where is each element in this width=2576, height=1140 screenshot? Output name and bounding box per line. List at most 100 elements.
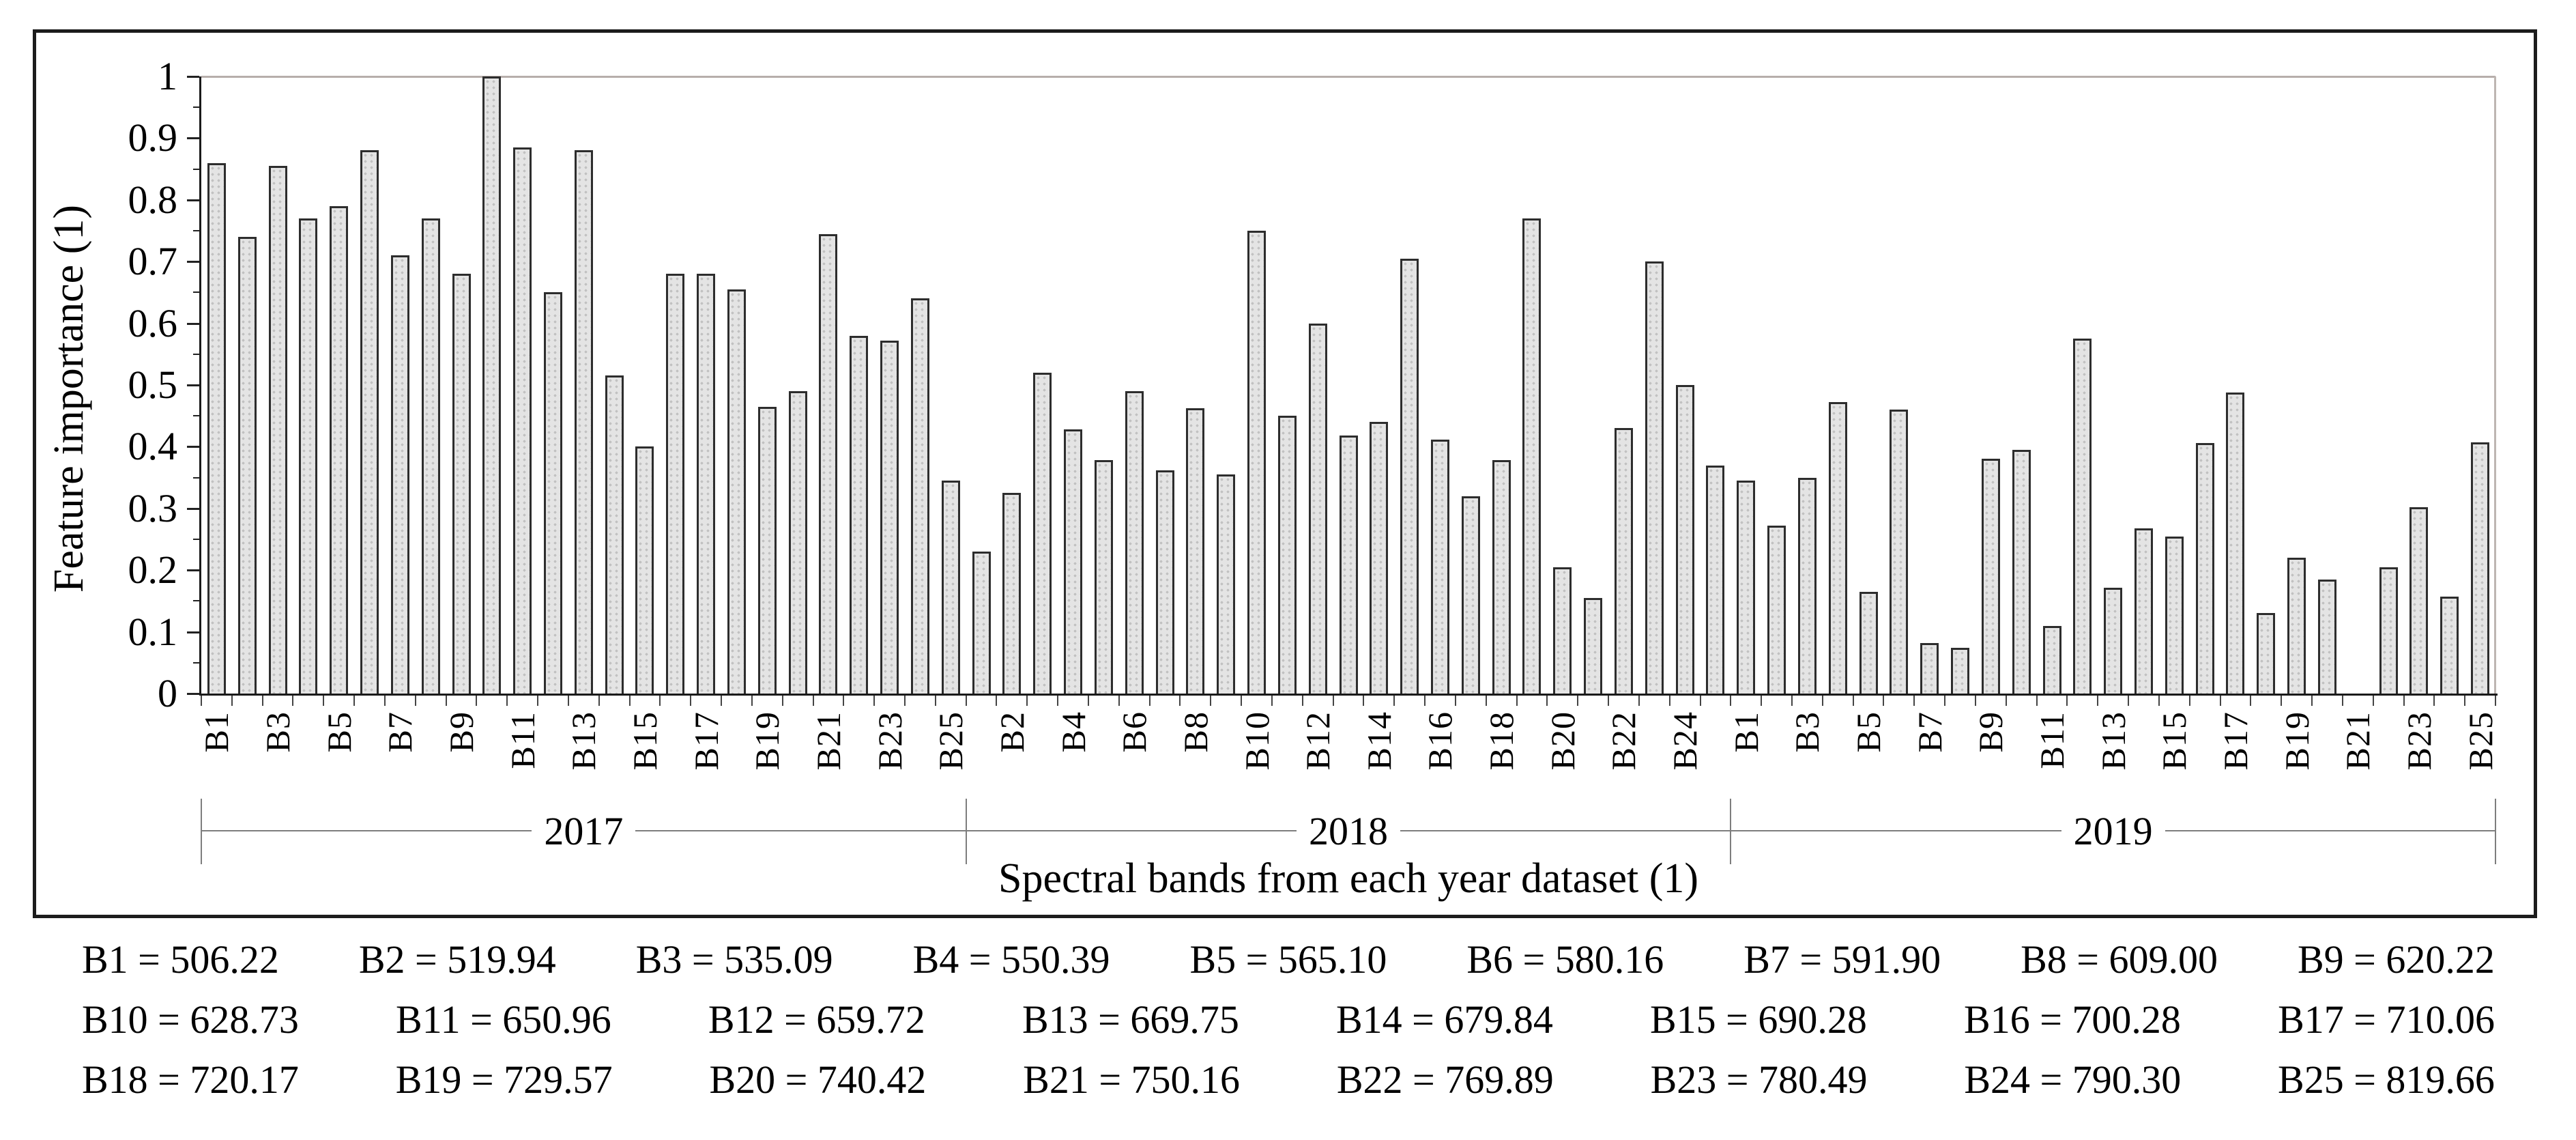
x-tick-label: B12 bbox=[1299, 711, 1337, 771]
y-axis-tick bbox=[193, 661, 199, 664]
x-axis-tick bbox=[567, 696, 569, 706]
x-axis-tick bbox=[2036, 696, 2038, 706]
x-tick-label: B2 bbox=[992, 711, 1031, 753]
x-tick-label: B6 bbox=[1115, 711, 1154, 753]
bar-2018-B14 bbox=[1370, 422, 1389, 694]
y-tick-label: 0.4 bbox=[128, 424, 178, 469]
year-separator-tick bbox=[201, 799, 202, 864]
y-tick-label: 0.2 bbox=[128, 547, 178, 593]
x-axis-tick bbox=[201, 696, 202, 706]
x-axis-tick bbox=[2311, 696, 2313, 706]
year-separator-tick bbox=[1730, 799, 1732, 864]
bracket-line bbox=[1731, 830, 2061, 831]
legend-item: B4 = 550.39 bbox=[912, 937, 1110, 982]
bar-2019-B18 bbox=[2257, 613, 2276, 694]
legend-item: B5 = 565.10 bbox=[1189, 937, 1387, 982]
y-axis-tick bbox=[187, 137, 199, 140]
bar-2018-B13 bbox=[1339, 436, 1358, 694]
x-tick-label: B10 bbox=[1237, 711, 1276, 771]
legend-item: B11 = 650.96 bbox=[396, 997, 611, 1042]
x-axis-tick bbox=[1454, 696, 1456, 706]
bar-2018-B20 bbox=[1553, 567, 1572, 694]
bar-2018-B9 bbox=[1217, 474, 1236, 694]
year-bracket-2017: 2017 bbox=[201, 807, 966, 855]
x-axis-title: Spectral bands from each year dataset (1… bbox=[998, 855, 1698, 902]
x-axis-tick bbox=[1668, 696, 1670, 706]
x-axis-tick bbox=[537, 696, 539, 706]
year-separator-tick bbox=[965, 799, 967, 864]
x-axis-tick bbox=[2341, 696, 2343, 706]
x-tick-label: B7 bbox=[381, 711, 420, 753]
bracket-line bbox=[1400, 830, 1731, 831]
x-tick-label: B23 bbox=[2399, 711, 2438, 771]
x-axis-tick bbox=[2433, 696, 2435, 706]
legend-item: B12 = 659.72 bbox=[708, 997, 925, 1042]
bar-2018-B15 bbox=[1400, 258, 1419, 694]
x-tick-label: B17 bbox=[686, 711, 725, 771]
x-axis-tick bbox=[323, 696, 325, 706]
legend-item: B24 = 790.30 bbox=[1964, 1057, 2182, 1102]
y-axis-tick bbox=[193, 353, 199, 355]
bar-2017-B16 bbox=[666, 274, 685, 694]
x-tick-label: B11 bbox=[503, 711, 542, 769]
x-tick-label: B9 bbox=[1971, 711, 2010, 753]
legend-item: B19 = 729.57 bbox=[395, 1057, 613, 1102]
x-axis-tick bbox=[231, 696, 233, 706]
bar-2018-B2 bbox=[1002, 493, 1022, 694]
bar-2017-B24 bbox=[910, 298, 929, 694]
x-axis-tick bbox=[1363, 696, 1365, 706]
y-axis-tick bbox=[187, 446, 199, 448]
bar-2018-B22 bbox=[1614, 428, 1633, 694]
x-tick-label: B1 bbox=[197, 711, 236, 753]
bar-2018-B3 bbox=[1033, 372, 1052, 694]
x-tick-label: B9 bbox=[442, 711, 481, 753]
x-tick-label: B19 bbox=[748, 711, 787, 771]
x-tick-label: B3 bbox=[1788, 711, 1827, 753]
bar-2018-B17 bbox=[1461, 496, 1480, 694]
bar-2018-B21 bbox=[1584, 597, 1603, 694]
x-tick-label: B18 bbox=[1482, 711, 1521, 771]
x-axis-tick bbox=[1608, 696, 1610, 706]
bar-2017-B18 bbox=[727, 289, 746, 694]
bar-2018-B1 bbox=[972, 552, 991, 694]
bar-2017-B9 bbox=[452, 274, 471, 694]
y-axis-tick bbox=[193, 415, 199, 417]
x-tick-label: B14 bbox=[1359, 711, 1398, 771]
x-axis-tick bbox=[1424, 696, 1426, 706]
bar-2017-B8 bbox=[421, 218, 440, 694]
x-axis-line bbox=[199, 694, 2498, 696]
legend-item: B3 = 535.09 bbox=[635, 937, 833, 982]
bar-2019-B2 bbox=[1767, 526, 1786, 694]
x-axis-tick bbox=[1148, 696, 1150, 706]
x-axis-tick bbox=[2372, 696, 2374, 706]
x-tick-label: B13 bbox=[2094, 711, 2132, 771]
bar-2019-B7 bbox=[1920, 642, 1939, 694]
bar-2019-B6 bbox=[1890, 410, 1909, 694]
bar-2017-B21 bbox=[819, 233, 838, 694]
year-label: 2018 bbox=[1308, 808, 1388, 853]
x-axis-tick bbox=[2128, 696, 2130, 706]
legend-item: B6 = 580.16 bbox=[1466, 937, 1664, 982]
bar-2019-B10 bbox=[2012, 449, 2031, 694]
bar-2018-B24 bbox=[1675, 385, 1694, 694]
y-axis-tick bbox=[187, 76, 199, 78]
x-axis-tick bbox=[904, 696, 906, 706]
bar-2019-B12 bbox=[2073, 339, 2092, 694]
legend-item: B14 = 679.84 bbox=[1335, 997, 1553, 1042]
x-tick-label: B15 bbox=[2155, 711, 2194, 771]
bar-2017-B10 bbox=[482, 76, 502, 694]
bar-2019-B19 bbox=[2287, 558, 2306, 694]
x-tick-label: B1 bbox=[1726, 711, 1765, 753]
bar-2018-B6 bbox=[1125, 391, 1144, 694]
x-tick-label: B16 bbox=[1421, 711, 1460, 771]
bar-2019-B8 bbox=[1951, 648, 1970, 694]
bar-2019-B20 bbox=[2317, 579, 2336, 694]
legend-item: B18 = 720.17 bbox=[82, 1057, 299, 1102]
bar-2019-B15 bbox=[2165, 537, 2184, 694]
x-tick-label: B8 bbox=[1176, 711, 1215, 753]
y-axis-line bbox=[199, 76, 201, 696]
x-tick-label: B25 bbox=[2461, 711, 2500, 771]
x-axis-tick bbox=[292, 696, 294, 706]
x-axis-tick bbox=[1913, 696, 1915, 706]
bar-2018-B8 bbox=[1186, 408, 1205, 694]
